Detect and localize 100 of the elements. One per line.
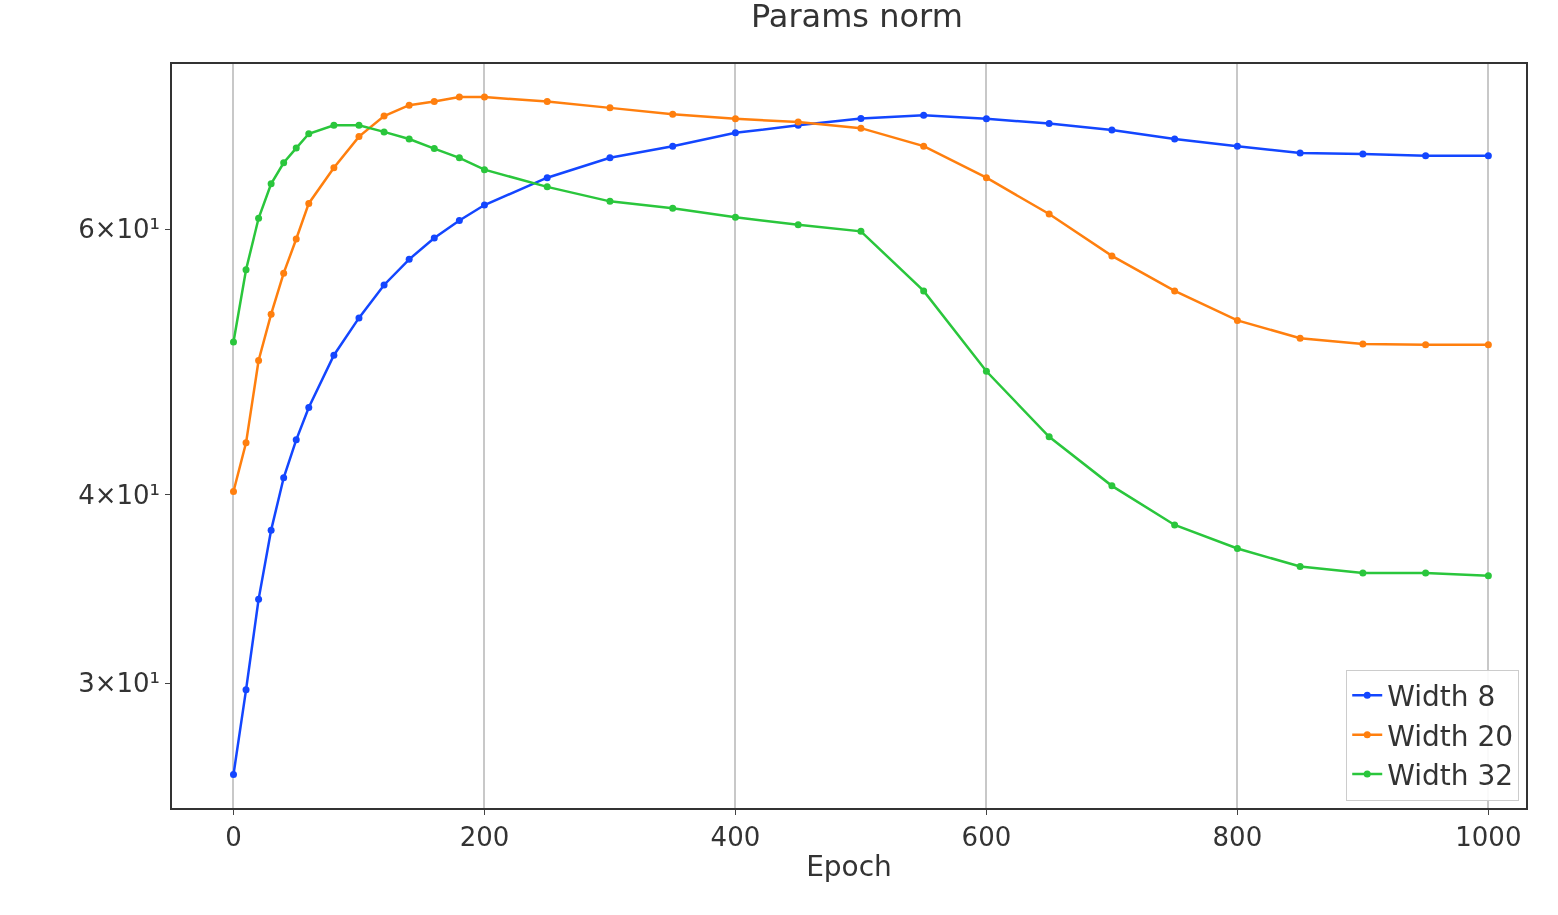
x-tick-label: 600 bbox=[961, 821, 1012, 852]
y-tick-label: 4×10¹ bbox=[78, 479, 161, 510]
point bbox=[455, 93, 463, 101]
x-tick-label: 1000 bbox=[1455, 821, 1522, 852]
x-tick-label: 200 bbox=[459, 821, 510, 852]
point bbox=[330, 164, 338, 172]
point bbox=[430, 145, 438, 153]
x-axis-title: Epoch bbox=[806, 849, 892, 883]
point bbox=[380, 281, 388, 289]
point bbox=[543, 174, 551, 182]
point bbox=[1359, 340, 1367, 348]
point bbox=[606, 197, 614, 205]
point bbox=[1296, 334, 1304, 342]
point bbox=[292, 235, 300, 243]
point bbox=[1484, 572, 1492, 580]
point bbox=[1359, 150, 1367, 158]
point bbox=[669, 142, 677, 150]
legend-label: Width 8 bbox=[1387, 680, 1496, 714]
legend-label: Width 32 bbox=[1387, 758, 1514, 792]
point bbox=[1045, 119, 1053, 127]
point bbox=[292, 144, 300, 152]
point bbox=[430, 98, 438, 106]
point bbox=[731, 213, 739, 221]
point bbox=[305, 404, 313, 412]
point bbox=[355, 133, 363, 141]
point bbox=[1359, 569, 1367, 577]
point bbox=[982, 367, 990, 375]
point bbox=[1233, 142, 1241, 150]
point bbox=[1422, 152, 1430, 160]
point bbox=[1171, 135, 1179, 143]
point bbox=[982, 115, 990, 123]
point bbox=[857, 124, 865, 132]
point bbox=[330, 121, 338, 129]
point bbox=[280, 474, 288, 482]
point bbox=[1108, 482, 1116, 490]
point bbox=[255, 357, 263, 364]
point bbox=[857, 227, 865, 235]
point bbox=[355, 121, 363, 129]
point bbox=[920, 142, 928, 150]
point bbox=[1171, 287, 1179, 295]
point bbox=[1484, 341, 1492, 349]
point bbox=[1296, 563, 1304, 571]
point bbox=[731, 129, 739, 137]
point bbox=[255, 595, 263, 603]
point bbox=[731, 115, 739, 123]
point bbox=[405, 135, 413, 143]
point bbox=[920, 111, 928, 119]
point bbox=[1422, 341, 1430, 349]
point bbox=[267, 310, 275, 318]
point bbox=[242, 439, 250, 447]
point bbox=[857, 114, 865, 122]
point bbox=[405, 255, 413, 263]
x-tick-label: 0 bbox=[225, 821, 242, 852]
point bbox=[255, 214, 263, 222]
point bbox=[405, 101, 413, 109]
point bbox=[982, 174, 990, 182]
point bbox=[242, 686, 250, 694]
point bbox=[1171, 521, 1179, 529]
point bbox=[1108, 252, 1116, 260]
point bbox=[280, 269, 288, 277]
point bbox=[380, 128, 388, 136]
point bbox=[543, 183, 551, 191]
point bbox=[229, 338, 237, 346]
point bbox=[794, 221, 802, 229]
point bbox=[305, 130, 313, 138]
chart-title: Params norm bbox=[750, 0, 963, 35]
point bbox=[669, 110, 677, 118]
point bbox=[1045, 433, 1053, 441]
point bbox=[280, 159, 288, 167]
point bbox=[242, 266, 250, 274]
point bbox=[292, 436, 300, 444]
point bbox=[305, 199, 313, 207]
point bbox=[229, 771, 237, 779]
y-tick-label: 3×10¹ bbox=[78, 668, 161, 699]
y-tick-label: 6×10¹ bbox=[78, 214, 161, 245]
point bbox=[920, 287, 928, 295]
point bbox=[480, 166, 488, 174]
point bbox=[355, 314, 363, 322]
point bbox=[1233, 545, 1241, 553]
point bbox=[267, 526, 275, 534]
point bbox=[330, 351, 338, 359]
point bbox=[480, 93, 488, 101]
x-tick-label: 800 bbox=[1212, 821, 1263, 852]
point bbox=[606, 154, 614, 162]
point bbox=[455, 216, 463, 224]
point bbox=[1296, 149, 1304, 157]
point bbox=[380, 112, 388, 120]
point bbox=[1108, 126, 1116, 134]
point bbox=[1233, 316, 1241, 324]
x-tick-label: 400 bbox=[710, 821, 761, 852]
point bbox=[480, 201, 488, 209]
point bbox=[606, 104, 614, 112]
point bbox=[543, 98, 551, 106]
point bbox=[1045, 210, 1053, 218]
point bbox=[455, 154, 463, 162]
point bbox=[1484, 152, 1492, 160]
point bbox=[1422, 569, 1430, 577]
legend-label: Width 20 bbox=[1387, 719, 1514, 753]
point bbox=[267, 180, 275, 188]
point bbox=[669, 204, 677, 212]
